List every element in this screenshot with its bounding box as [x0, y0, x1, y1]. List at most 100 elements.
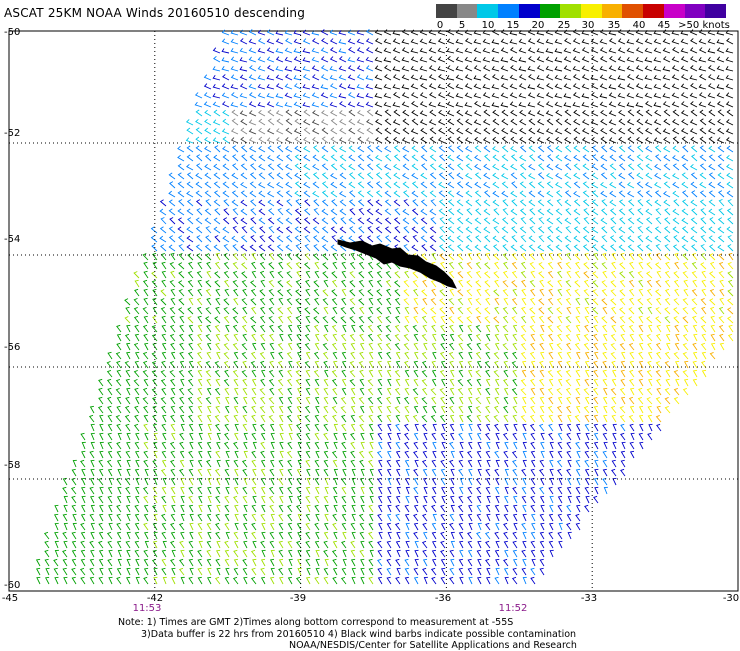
wind-barb [287, 531, 293, 540]
wind-barb [171, 576, 176, 585]
wind-barb [384, 127, 392, 135]
wind-barb [171, 567, 176, 576]
wind-barb [242, 486, 248, 495]
wind-barb [608, 110, 617, 117]
wind-barb [387, 432, 392, 441]
wind-barb [411, 172, 419, 180]
wind-barb [484, 288, 491, 297]
wind-barb [566, 504, 572, 513]
wind-barb [437, 119, 446, 126]
wind-barb [179, 432, 185, 441]
wind-barb [161, 270, 167, 279]
wind-barb [260, 414, 266, 423]
wind-barb [717, 118, 725, 126]
wind-barb [725, 101, 734, 108]
wind-barb [330, 208, 338, 216]
wind-barb [152, 504, 158, 513]
wind-barb [513, 423, 518, 432]
wind-barb [557, 414, 563, 423]
wind-barb [501, 145, 509, 153]
wind-barb [329, 92, 338, 99]
wind-barb [108, 513, 113, 522]
wind-barb [403, 226, 410, 234]
wind-barb [466, 342, 473, 351]
wind-barb [365, 75, 374, 81]
wind-barb [537, 181, 545, 189]
wind-barb [439, 369, 446, 378]
wind-barb [484, 316, 491, 324]
wind-barb [360, 468, 365, 477]
wind-barb [438, 163, 446, 171]
wind-barb [629, 252, 635, 261]
wind-barb [332, 351, 338, 360]
wind-barb [306, 567, 311, 576]
wind-barb [503, 297, 509, 306]
wind-barb [566, 513, 572, 522]
wind-barb [305, 513, 311, 522]
wind-barb [81, 495, 86, 504]
wind-barb [465, 145, 473, 153]
wind-barb [168, 208, 176, 216]
wind-barb [501, 190, 509, 198]
wind-barb [519, 190, 527, 198]
wind-barb [392, 38, 401, 45]
wind-barb [368, 414, 374, 423]
wind-barb [196, 297, 203, 306]
wind-barb [223, 270, 230, 279]
wind-barb [467, 459, 473, 468]
wind-barb [369, 468, 374, 477]
wind-barb [648, 378, 653, 387]
wind-barb [196, 270, 203, 279]
wind-barb [520, 234, 527, 243]
wind-barb [528, 118, 536, 126]
wind-barb [278, 477, 284, 486]
wind-barb [509, 56, 518, 63]
wind-barb [486, 567, 491, 576]
wind-barb [313, 244, 320, 252]
wind-barb [420, 172, 428, 180]
wind-barb [260, 468, 266, 477]
wind-barb [536, 110, 545, 117]
wind-barb [367, 378, 374, 387]
wind-barb [446, 101, 455, 108]
wind-barb [594, 468, 599, 477]
wind-barb [151, 271, 158, 279]
wind-barb [654, 235, 662, 243]
wind-barb [248, 56, 257, 63]
wind-barb [584, 504, 590, 513]
wind-barb [529, 226, 536, 234]
wind-barb [204, 127, 212, 135]
wind-barb [440, 342, 446, 351]
wind-barb [383, 101, 392, 108]
wind-barb [321, 127, 329, 135]
wind-barb [504, 576, 509, 585]
wind-barb [239, 47, 248, 54]
wind-barb [302, 74, 311, 81]
wind-barb [232, 154, 239, 162]
wind-barb [573, 109, 581, 117]
wind-barb [494, 378, 500, 387]
wind-barb [728, 252, 734, 261]
wind-barb [107, 441, 113, 450]
wind-barb [502, 280, 509, 288]
wind-barb [529, 307, 536, 315]
wind-barb [655, 333, 662, 342]
wind-barb [239, 66, 248, 72]
wind-barb [594, 351, 599, 360]
wind-barb [700, 217, 707, 225]
wind-barb [404, 432, 410, 441]
wind-barb [187, 253, 194, 261]
wind-barb [405, 468, 410, 477]
wind-barb [384, 199, 392, 207]
wind-barb [727, 217, 734, 225]
wind-barb [377, 387, 383, 396]
wind-barb [593, 405, 599, 414]
wind-barb [297, 495, 302, 504]
wind-barb [314, 297, 320, 306]
wind-barb [673, 396, 680, 405]
wind-barb [547, 280, 554, 288]
wind-barb [386, 306, 392, 315]
wind-barb [494, 405, 500, 414]
wind-barb [222, 217, 230, 225]
wind-barb [717, 217, 725, 225]
